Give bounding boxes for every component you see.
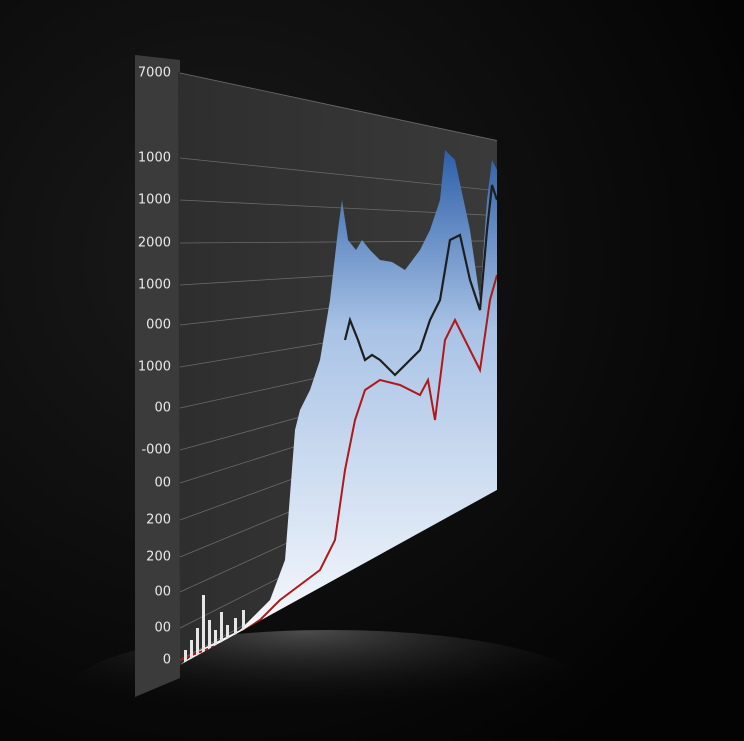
data-area: [180, 150, 497, 665]
axis-label: 1000: [138, 360, 171, 375]
axis-label: 2000: [138, 236, 171, 251]
axis-label: 00: [154, 621, 171, 636]
axis-label: 200: [146, 550, 171, 565]
axis-label: 7000: [138, 66, 171, 81]
axis-label: 00: [154, 401, 171, 416]
axis-label: 1000: [138, 151, 171, 166]
axis-label: 000: [146, 318, 171, 333]
black-line: [343, 184, 497, 377]
red-line: [179, 274, 497, 661]
axis-label: 1000: [138, 278, 171, 293]
axis-label: -000: [141, 443, 171, 458]
axis-label: 00: [154, 585, 171, 600]
axis-label: 1000: [138, 193, 171, 208]
axis-label: 0: [163, 653, 171, 668]
axis-label: 00: [154, 476, 171, 491]
floor-glow: [70, 630, 590, 741]
axis-panel: [135, 55, 180, 697]
grid-line: [179, 72, 498, 141]
axis-labels: 70001000100020001000000100000-0000020020…: [138, 66, 171, 668]
axis-label: 200: [146, 513, 171, 528]
